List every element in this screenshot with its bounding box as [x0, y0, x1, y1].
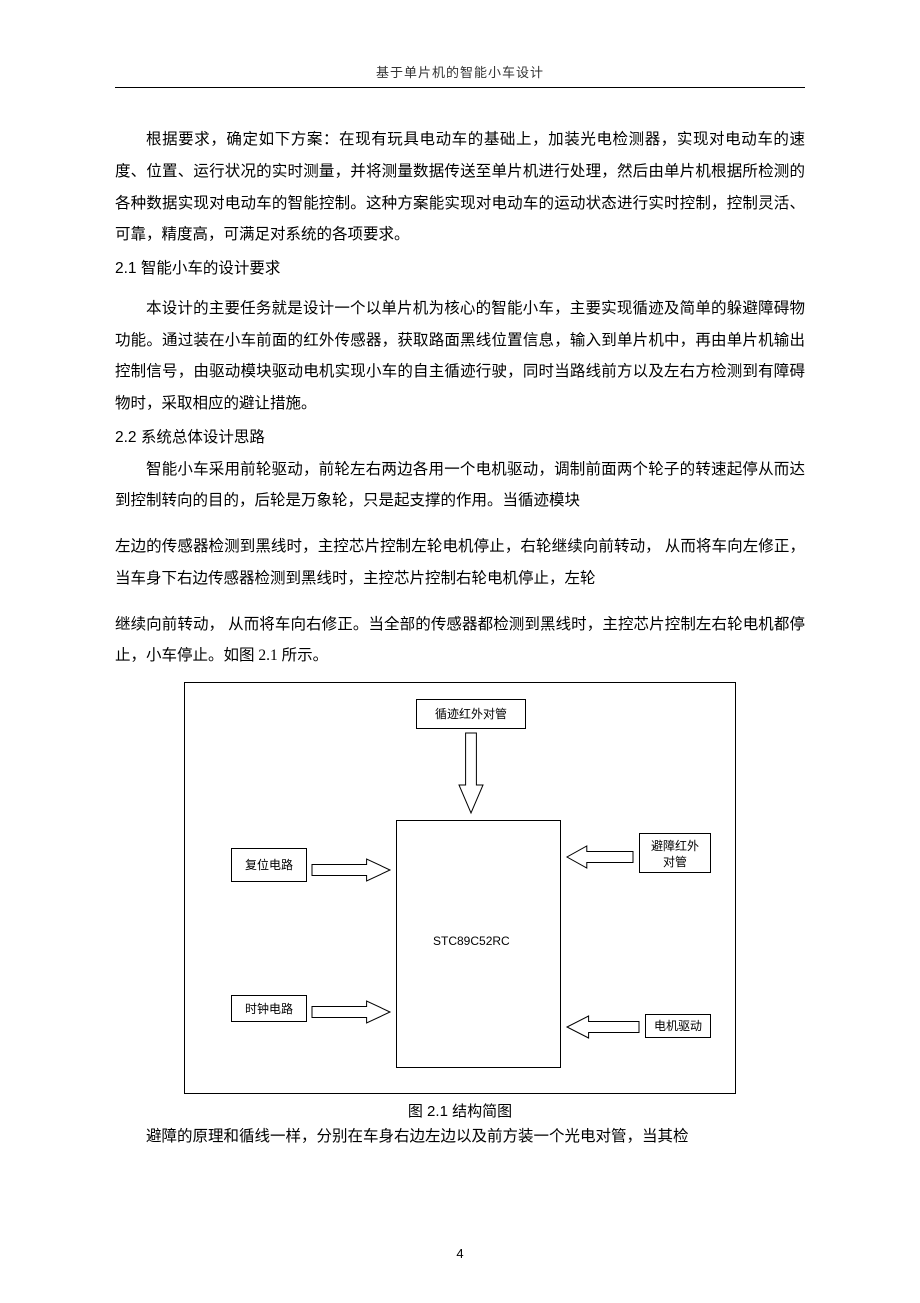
arrow-avoid_l — [567, 846, 633, 868]
node-track: 循迹红外对管 — [416, 699, 526, 729]
section-2-1-heading: 2.1 智能小车的设计要求 — [115, 253, 805, 285]
paragraph-intro: 根据要求，确定如下方案：在现有玩具电动车的基础上，加装光电检测器，实现对电动车的… — [115, 124, 805, 251]
arrow-motor_l — [567, 1016, 639, 1038]
node-motor: 电机驱动 — [645, 1014, 711, 1038]
arrow-clock_r — [312, 1001, 390, 1023]
paragraph-after-figure: 避障的原理和循线一样，分别在车身右边左边以及前方装一个光电对管，当其检 — [115, 1121, 805, 1153]
paragraph-2-2-b: 左边的传感器检测到黑线时，主控芯片控制左轮电机停止，右轮继续向前转动， 从而将车… — [115, 531, 805, 595]
paragraph-2-2-a: 智能小车采用前轮驱动，前轮左右两边各用一个电机驱动，调制前面两个轮子的转速起停从… — [115, 454, 805, 518]
section-2-2-heading: 2.2 系统总体设计思路 — [115, 422, 805, 454]
p4a: 左边的传感器检测到黑线时，主控芯片控制左轮电机停止，右轮继续向前转动， — [115, 538, 661, 555]
paragraph-2-2-c: 继续向前转动， 从而将车向右修正。当全部的传感器都检测到黑线时，主控芯片控制左右… — [115, 609, 805, 673]
figure-caption: 图 2.1 结构简图 — [115, 1100, 805, 1121]
figure-2-1: 循迹红外对管 STC89C52RC 复位电路时钟电路 避障红外对管电机驱动 — [115, 682, 805, 1094]
page-header-title: 基于单片机的智能小车设计 — [115, 62, 805, 81]
p5a: 继续向前转动， — [115, 616, 224, 633]
page-number: 4 — [0, 1246, 920, 1261]
node-avoid: 避障红外对管 — [639, 833, 711, 873]
mcu-label: STC89C52RC — [433, 934, 510, 948]
node-reset: 复位电路 — [231, 848, 307, 882]
arrow-reset_r — [312, 859, 390, 881]
diagram-container: 循迹红外对管 STC89C52RC 复位电路时钟电路 避障红外对管电机驱动 — [184, 682, 736, 1094]
node-clock: 时钟电路 — [231, 995, 307, 1022]
header-rule — [115, 87, 805, 88]
arrow-down — [459, 733, 483, 813]
paragraph-2-1: 本设计的主要任务就是设计一个以单片机为核心的智能小车，主要实现循迹及简单的躲避障… — [115, 293, 805, 420]
